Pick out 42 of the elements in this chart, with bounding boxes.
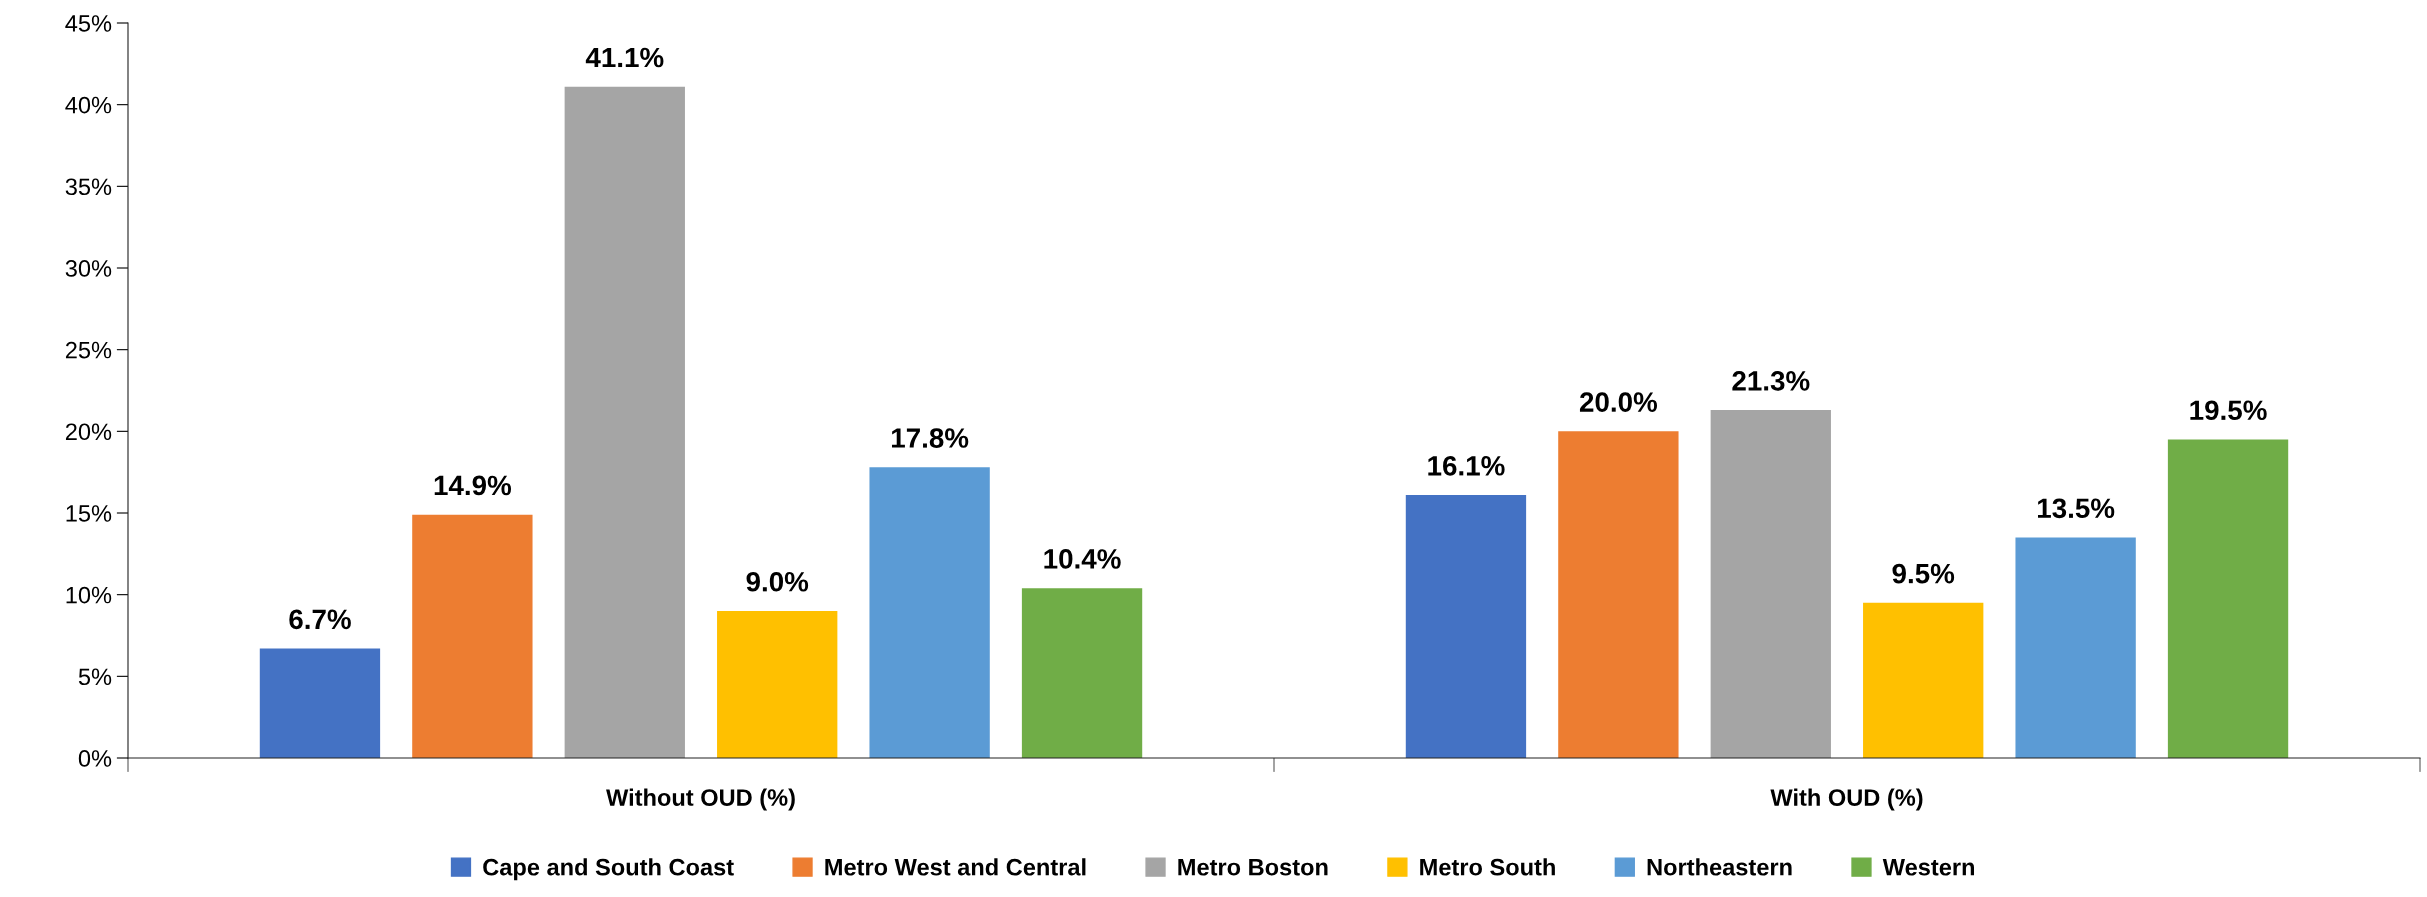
bar	[259, 648, 381, 758]
y-tick-label: 5%	[78, 668, 112, 686]
data-label: 19.5%	[2190, 400, 2267, 421]
x-tick-label: Without OUD (%)	[606, 788, 795, 811]
y-tick-label: 20%	[65, 423, 112, 441]
x-tick-label: With OUD (%)	[1770, 788, 1923, 811]
bar	[717, 611, 838, 758]
y-tick-label: 30%	[65, 260, 112, 277]
y-tick-label: 10%	[66, 586, 112, 604]
data-label: 17.8%	[892, 428, 969, 448]
bar	[2167, 439, 2289, 758]
bar	[1021, 588, 1143, 758]
bar	[1558, 431, 1679, 758]
data-label: 21.3%	[1732, 371, 1810, 391]
bar	[1405, 495, 1527, 758]
y-tick-label: 15%	[66, 505, 112, 522]
data-label: 9.0%	[746, 571, 809, 592]
data-label: 41.1%	[585, 47, 664, 68]
bar	[1863, 602, 1984, 758]
data-label: 20.0%	[1579, 392, 1658, 412]
bar	[564, 86, 685, 758]
legend-label: Metro Boston	[1178, 859, 1328, 876]
legend-label: Northeastern	[1647, 858, 1792, 876]
bar	[1710, 410, 1831, 758]
legend-label: Cape and South Coast	[483, 858, 734, 881]
bar	[869, 467, 990, 758]
y-tick-label: 40%	[65, 96, 112, 114]
y-tick-label: 0%	[78, 750, 112, 767]
bar	[412, 514, 533, 758]
data-label: 13.5%	[2038, 498, 2115, 519]
y-tick-label: 35%	[65, 178, 112, 196]
data-label: 10.4%	[1044, 549, 1121, 569]
data-label: 6.7%	[289, 609, 351, 630]
y-tick-label: 25%	[65, 341, 112, 359]
legend-label: Metro West and Central	[825, 858, 1086, 876]
bar	[2015, 537, 2136, 758]
data-label: 9.5%	[1892, 563, 1955, 584]
data-label: 16.1%	[1428, 455, 1505, 476]
legend-label: Western	[1882, 859, 1975, 876]
y-tick-label: 45%	[65, 15, 112, 32]
legend-label: Metro South	[1420, 858, 1555, 876]
data-label: 14.9%	[434, 475, 512, 496]
